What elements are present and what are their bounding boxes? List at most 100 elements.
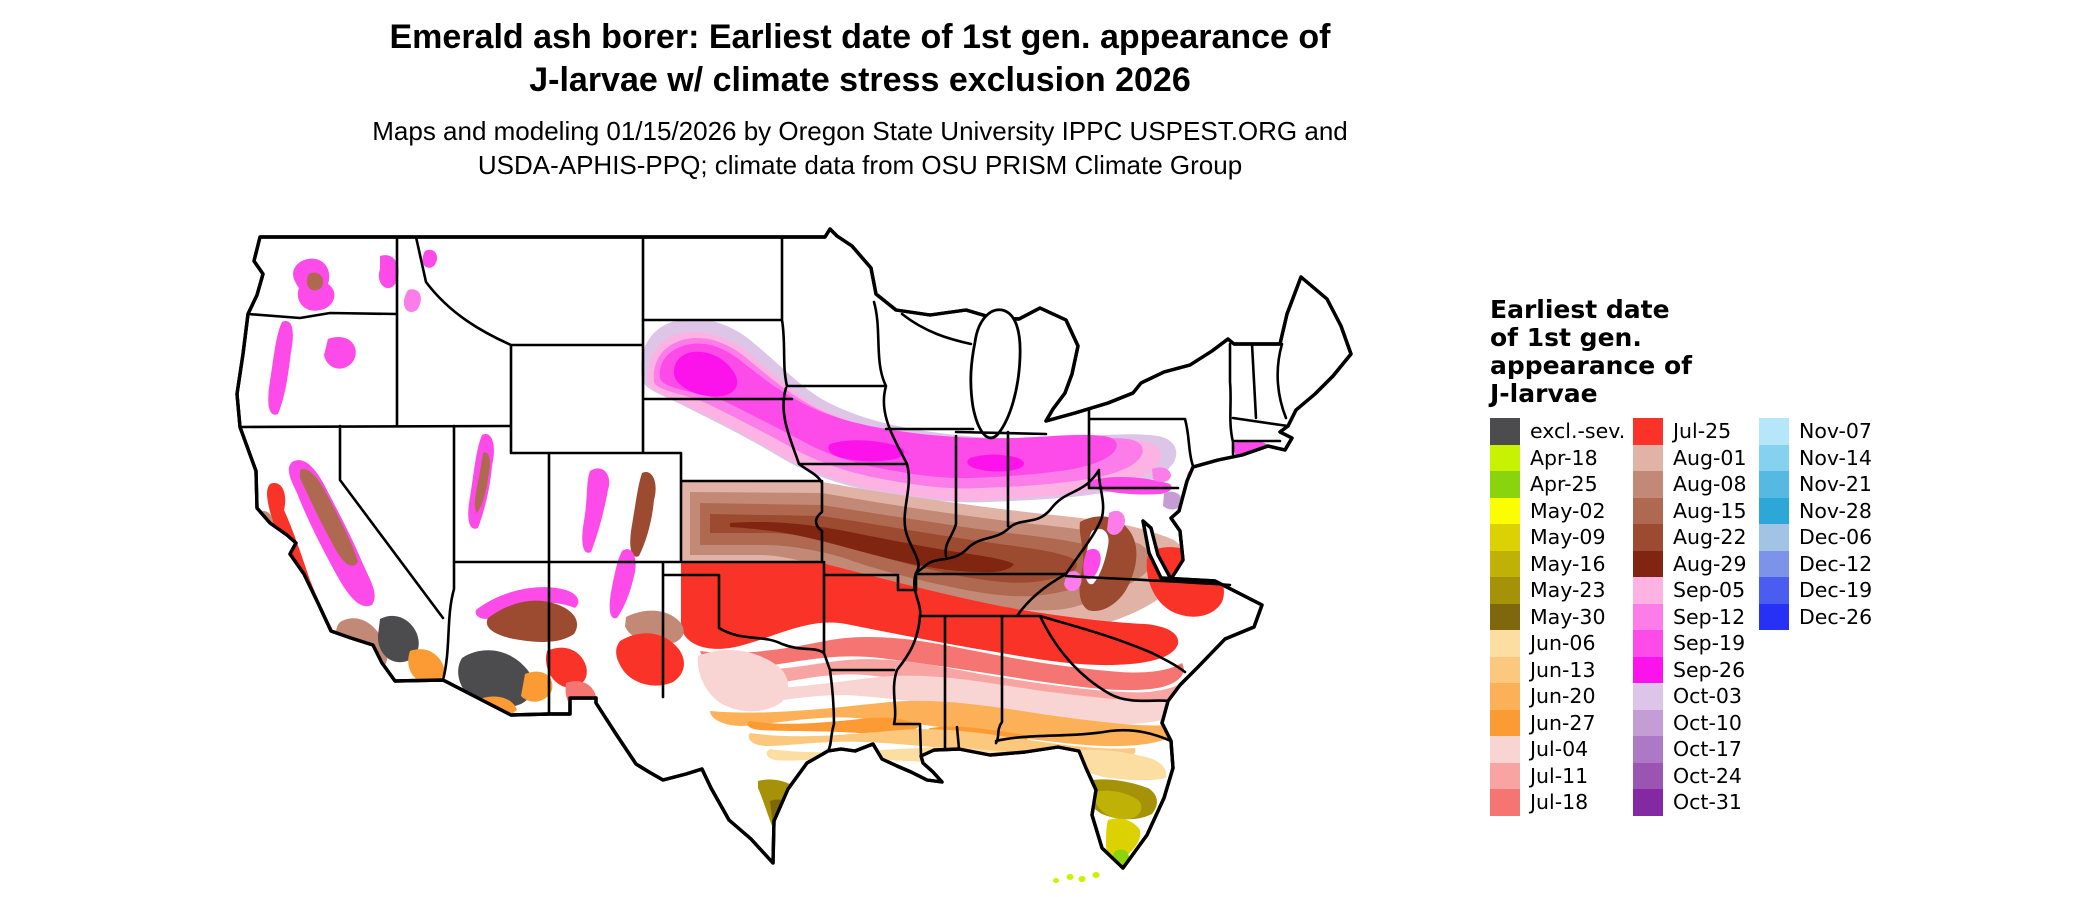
legend-row: Jul-04: [1490, 736, 1625, 763]
legend-row: May-16: [1490, 550, 1625, 577]
legend-swatch-Sep-19: [1633, 630, 1663, 657]
us-choropleth-map: [230, 222, 1460, 892]
legend-swatch-Sep-05: [1633, 577, 1663, 604]
map-title-line2: J-larvae w/ climate stress exclusion 202…: [529, 61, 1191, 99]
legend-row: Jun-06: [1490, 630, 1625, 657]
legend-swatch-Nov-28: [1759, 497, 1789, 524]
legend-swatch-May-16: [1490, 550, 1520, 577]
legend-row: Sep-26: [1633, 656, 1747, 683]
legend-row: Dec-06: [1759, 524, 1872, 551]
legend-swatch-Oct-24: [1633, 762, 1663, 789]
legend-label: May-30: [1530, 604, 1606, 629]
legend-row: Sep-19: [1633, 630, 1747, 657]
legend-row: Nov-14: [1759, 444, 1872, 471]
legend-label: Jun-27: [1530, 710, 1596, 735]
legend-label: Oct-17: [1673, 737, 1742, 762]
legend-row: Dec-12: [1759, 550, 1872, 577]
legend-row: Jun-13: [1490, 656, 1625, 683]
legend-label: Nov-14: [1799, 445, 1872, 470]
legend-label: May-02: [1530, 498, 1606, 523]
legend-swatch-Oct-10: [1633, 709, 1663, 736]
legend-swatch-Jul-25: [1633, 418, 1663, 445]
legend-swatch-Oct-17: [1633, 736, 1663, 763]
legend-swatch-Aug-29: [1633, 550, 1663, 577]
legend-label: Jun-13: [1530, 657, 1596, 682]
legend-swatch-May-09: [1490, 524, 1520, 551]
legend-label: excl.-sev.: [1530, 419, 1626, 444]
legend-label: Nov-28: [1799, 498, 1872, 523]
legend-row: Jun-20: [1490, 683, 1625, 710]
legend-label: Aug-01: [1673, 445, 1747, 470]
legend-label: Jun-06: [1530, 631, 1596, 656]
legend-swatch-Dec-12: [1759, 550, 1789, 577]
map-subtitle: Maps and modeling 01/15/2026 by Oregon S…: [190, 114, 1530, 182]
legend-swatch-Oct-03: [1633, 683, 1663, 710]
us-map-svg: [235, 227, 1353, 883]
legend-row: Nov-21: [1759, 471, 1872, 498]
legend-swatch-Dec-19: [1759, 577, 1789, 604]
legend-row: Nov-28: [1759, 497, 1872, 524]
legend-swatch-Sep-12: [1633, 603, 1663, 630]
legend-swatch-Jun-13: [1490, 656, 1520, 683]
legend-label: Apr-25: [1530, 472, 1598, 497]
legend-label: Sep-12: [1673, 604, 1746, 629]
legend-label: Aug-22: [1673, 525, 1747, 550]
legend-title-line: Earliest date: [1490, 295, 1670, 324]
legend-label: Jul-25: [1673, 419, 1732, 444]
legend-swatch-May-02: [1490, 497, 1520, 524]
legend-label: Aug-29: [1673, 551, 1747, 576]
legend-swatch-Dec-06: [1759, 524, 1789, 551]
legend-row: May-23: [1490, 577, 1625, 604]
legend-swatch-Aug-08: [1633, 471, 1663, 498]
legend-row: Aug-15: [1633, 497, 1747, 524]
legend-row: Aug-01: [1633, 444, 1747, 471]
legend-row: Jul-25: [1633, 418, 1747, 445]
legend-label: Oct-24: [1673, 763, 1742, 788]
legend-swatch-Jul-04: [1490, 736, 1520, 763]
legend-label: Oct-10: [1673, 710, 1742, 735]
legend-column-late-fall-winter: Nov-07 Nov-14 Nov-21 Nov-28 Dec-06 Dec-12 Dec-…: [1759, 418, 1872, 630]
legend-label: Jul-11: [1530, 763, 1589, 788]
legend-label: Sep-05: [1673, 578, 1746, 603]
legend-label: Nov-07: [1799, 419, 1872, 444]
us-continent-border: [235, 227, 1353, 870]
legend-label: Aug-08: [1673, 472, 1747, 497]
legend-swatch-Jun-06: [1490, 630, 1520, 657]
legend-row: May-02: [1490, 497, 1625, 524]
legend-label: Oct-03: [1673, 684, 1742, 709]
legend-row: excl.-sev.: [1490, 418, 1625, 445]
legend-title-line: appearance of: [1490, 351, 1693, 380]
legend-row: Jul-18: [1490, 789, 1625, 816]
legend-row: Oct-17: [1633, 736, 1747, 763]
legend-swatch-Aug-15: [1633, 497, 1663, 524]
legend-swatch-Dec-26: [1759, 603, 1789, 630]
legend-label: Dec-06: [1799, 525, 1873, 550]
legend-swatch-Sep-26: [1633, 656, 1663, 683]
legend-row: Oct-10: [1633, 709, 1747, 736]
legend-swatch-May-23: [1490, 577, 1520, 604]
legend-label: Sep-26: [1673, 657, 1746, 682]
legend-swatch-Jul-18: [1490, 789, 1520, 816]
map-subtitle-line2: USDA-APHIS-PPQ; climate data from OSU PR…: [477, 150, 1243, 180]
legend-label: Nov-21: [1799, 472, 1872, 497]
legend-row: Dec-19: [1759, 577, 1872, 604]
legend-row: Jul-11: [1490, 762, 1625, 789]
legend-row: Sep-05: [1633, 577, 1747, 604]
legend-row: May-09: [1490, 524, 1625, 551]
legend-label: Dec-26: [1799, 604, 1873, 629]
legend-label: Jul-18: [1530, 790, 1589, 815]
legend-label: Oct-31: [1673, 790, 1742, 815]
legend-row: Oct-24: [1633, 762, 1747, 789]
legend-swatch-Nov-21: [1759, 471, 1789, 498]
legend-row: May-30: [1490, 603, 1625, 630]
legend-label: May-16: [1530, 551, 1606, 576]
legend-label: May-09: [1530, 525, 1606, 550]
legend-column-spring-summer: excl.-sev. Apr-18 Apr-25 May-02 May-09 May-16…: [1490, 418, 1625, 816]
legend-label: Sep-19: [1673, 631, 1746, 656]
legend-swatch-Oct-31: [1633, 789, 1663, 816]
legend-row: Aug-29: [1633, 550, 1747, 577]
legend-swatch-Jun-27: [1490, 709, 1520, 736]
legend-row: Oct-03: [1633, 683, 1747, 710]
map-title: Emerald ash borer: Earliest date of 1st …: [190, 16, 1530, 102]
